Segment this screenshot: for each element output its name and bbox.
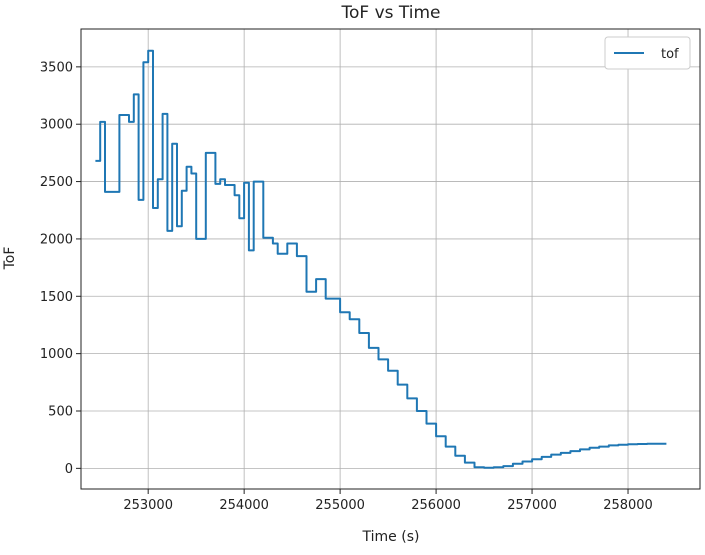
legend: tof bbox=[604, 36, 691, 70]
x-tick-label: 254000 bbox=[219, 498, 269, 513]
y-tick-label: 3500 bbox=[40, 60, 73, 75]
y-axis-ticks: 0 500 1000 1500 2000 2500 3000 3500 bbox=[40, 60, 81, 477]
plot-area bbox=[95, 49, 667, 469]
y-tick-label: 2000 bbox=[40, 232, 73, 247]
legend-box bbox=[604, 36, 691, 70]
x-axis-title: Time (s) bbox=[362, 529, 420, 545]
y-tick-label: 500 bbox=[48, 404, 73, 419]
x-tick-label: 257000 bbox=[507, 498, 557, 513]
x-tick-label: 256000 bbox=[411, 498, 461, 513]
x-tick-label: 253000 bbox=[123, 498, 173, 513]
x-tick-label: 258000 bbox=[603, 498, 653, 513]
axes-frame bbox=[80, 28, 701, 490]
grid-lines bbox=[81, 29, 700, 489]
x-axis-ticks: 253000 254000 255000 256000 257000 258000 bbox=[123, 489, 653, 513]
y-tick-label: 0 bbox=[65, 462, 73, 477]
y-tick-label: 2500 bbox=[40, 175, 73, 190]
y-tick-label: 3000 bbox=[40, 118, 73, 133]
y-tick-label: 1500 bbox=[40, 290, 73, 305]
x-tick-label: 255000 bbox=[315, 498, 365, 513]
legend-label-tof: tof bbox=[661, 47, 679, 62]
y-tick-label: 1000 bbox=[40, 347, 73, 362]
series-line-tof bbox=[95, 49, 667, 469]
chart-title: ToF vs Time bbox=[340, 3, 440, 23]
y-axis-title: ToF bbox=[2, 247, 18, 271]
